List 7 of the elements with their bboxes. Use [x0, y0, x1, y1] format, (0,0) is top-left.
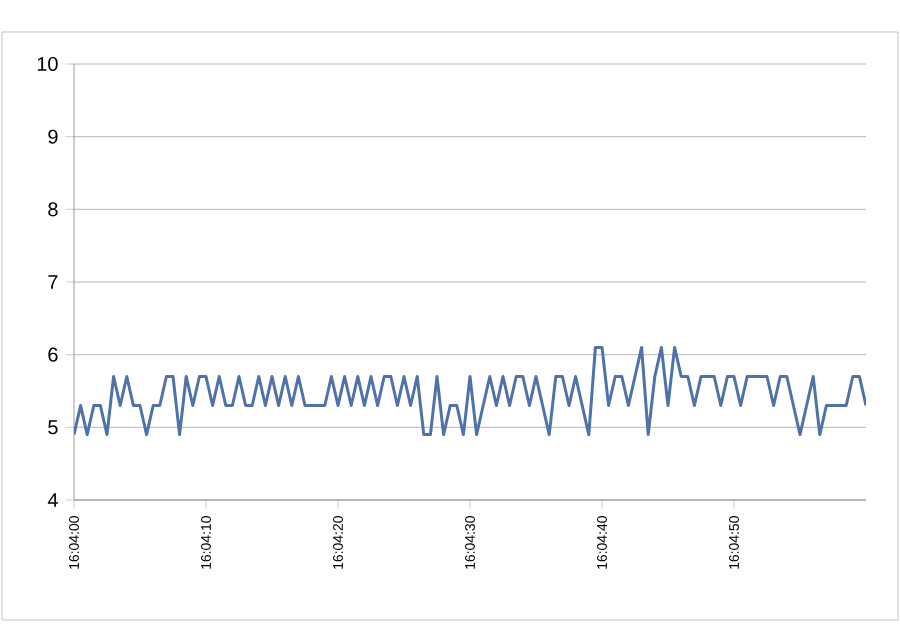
y-tick-label: 4	[47, 493, 58, 507]
y-tick-label: 8	[48, 202, 58, 217]
y-tick-label: 9	[48, 129, 58, 144]
y-tick-label: 7	[48, 275, 58, 289]
y-tick-label: 10	[37, 56, 58, 72]
y-tick-label: 6	[48, 347, 58, 362]
y-tick-label: 5	[48, 420, 58, 435]
